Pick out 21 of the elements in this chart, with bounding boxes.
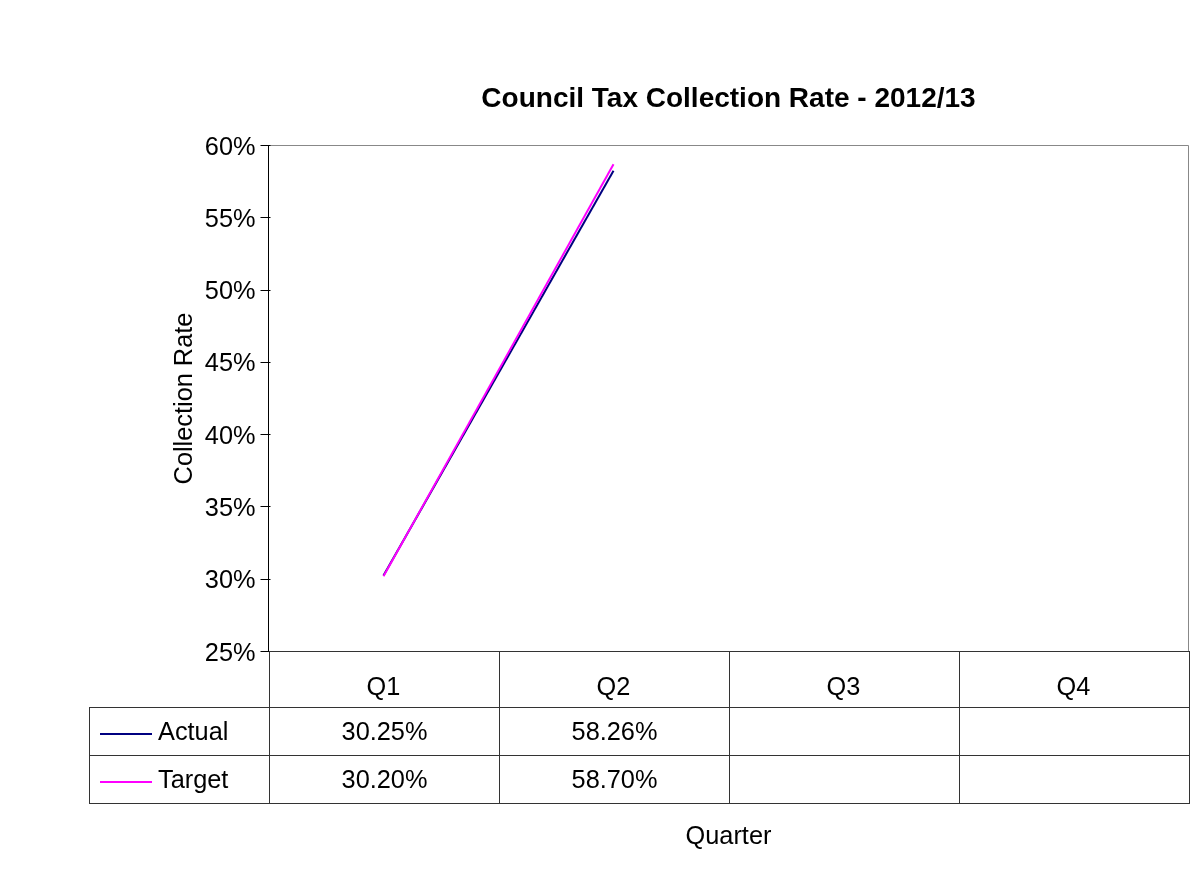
y-tick-label: 35% <box>204 492 256 521</box>
legend-label: Target <box>89 755 270 804</box>
legend-label: Actual <box>89 707 270 756</box>
y-tick-label: 40% <box>204 420 256 449</box>
data-label: 58.26% <box>499 707 730 756</box>
y-tick-label: 50% <box>204 276 256 305</box>
data-label: 30.20% <box>269 755 500 804</box>
x-tick-label: Q2 <box>596 671 631 700</box>
y-tick-label: 45% <box>204 348 256 377</box>
y-tick-label: 60% <box>204 131 256 160</box>
data-label: 30.25% <box>269 707 500 756</box>
y-tick-label: 25% <box>204 637 256 666</box>
x-tick-label: Q3 <box>826 671 861 700</box>
y-tick-label: 30% <box>204 565 256 594</box>
y-axis-title: Collection Rate <box>168 312 197 485</box>
chart-title: Council Tax Collection Rate - 2012/13 <box>481 82 976 113</box>
x-tick-label: Q1 <box>366 671 401 700</box>
x-axis-title: Quarter <box>685 820 772 849</box>
data-label: 58.70% <box>499 755 730 804</box>
x-tick-label: Q4 <box>1056 671 1091 700</box>
y-tick-label: 55% <box>204 203 256 232</box>
